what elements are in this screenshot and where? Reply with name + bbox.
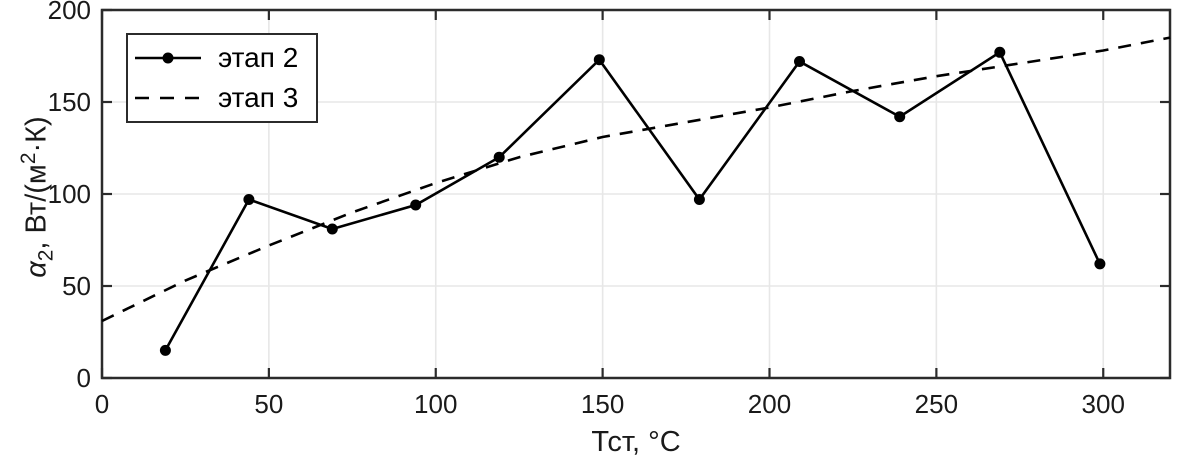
data-point-marker-etap-2 [410, 199, 422, 211]
y-axis-unit-post: ·К) [20, 116, 53, 153]
data-point-marker-etap-2 [493, 151, 505, 163]
data-point-marker-etap-2 [693, 194, 705, 205]
y-axis-unit-pre: , Вт/(м [20, 164, 53, 250]
data-point-marker-etap-2 [326, 223, 338, 235]
x-tick-label: 0 [95, 389, 109, 419]
y-tick-label: 0 [77, 363, 91, 393]
legend-sample-solid-line-icon [135, 52, 201, 64]
legend-item-etap-2: этап 2 [135, 42, 316, 74]
legend: этап 2 этап 3 [126, 33, 318, 123]
data-point-marker-etap-2 [243, 194, 255, 205]
data-point-marker-etap-2 [593, 54, 605, 66]
x-axis-label: Тст, °C [591, 426, 681, 458]
y-tick-label: 50 [62, 271, 91, 301]
x-tick-label: 100 [414, 389, 457, 419]
y-axis-variable: α [20, 261, 53, 278]
x-tick-label: 150 [581, 389, 624, 419]
x-tick-label: 300 [1082, 389, 1125, 419]
y-axis-variable-subscript: 2 [34, 249, 58, 262]
y-tick-label: 100 [48, 179, 91, 209]
x-tick-label: 50 [254, 389, 283, 419]
legend-sample-dashed-line-icon [135, 96, 201, 99]
y-tick-label: 200 [48, 0, 91, 25]
data-point-marker-etap-2 [159, 344, 171, 356]
data-point-marker-etap-2 [1094, 258, 1106, 270]
legend-label-etap-2: этап 2 [218, 42, 299, 74]
x-tick-label: 250 [915, 389, 958, 419]
series-line-etap-3 [101, 36, 1171, 323]
y-tick-label: 150 [48, 87, 91, 117]
data-point-marker-etap-2 [794, 56, 805, 67]
legend-label-etap-3: этап 3 [218, 81, 299, 113]
data-point-marker-etap-2 [894, 111, 906, 123]
y-axis-label: α2, Вт/(м2·К) [8, 0, 57, 397]
y-axis-unit-superscript: 2 [17, 152, 40, 165]
x-tick-label: 200 [748, 389, 791, 419]
data-point-marker-etap-2 [994, 46, 1006, 58]
legend-item-etap-3: этап 3 [135, 82, 316, 114]
